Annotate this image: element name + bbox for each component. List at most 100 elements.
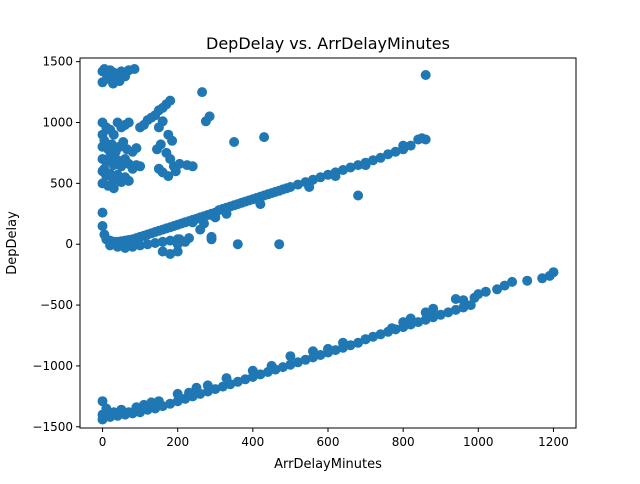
data-point <box>360 160 371 171</box>
data-point <box>232 239 243 250</box>
data-point <box>274 239 285 250</box>
data-point <box>106 149 117 160</box>
data-point <box>97 409 108 420</box>
data-point <box>420 307 431 318</box>
x-axis-ticks: 0 200 400 600 800 1000 1200 <box>99 428 569 449</box>
data-point <box>172 396 183 407</box>
data-point <box>163 171 174 182</box>
data-point <box>259 132 270 143</box>
data-point <box>120 242 131 253</box>
data-point <box>152 144 162 155</box>
data-point <box>97 207 108 218</box>
data-point <box>123 175 134 186</box>
data-point <box>127 241 138 252</box>
data-point <box>99 163 110 174</box>
data-point <box>428 303 439 314</box>
data-point <box>129 64 140 74</box>
data-point <box>153 163 164 174</box>
data-point <box>266 360 277 371</box>
data-point <box>170 166 181 177</box>
data-point <box>428 312 439 323</box>
y-tick-label: 1500 <box>42 55 73 69</box>
data-point <box>323 169 333 180</box>
data-point <box>135 240 146 251</box>
data-point <box>507 276 518 287</box>
data-point <box>217 381 228 392</box>
data-point <box>353 160 364 171</box>
x-tick-label: 400 <box>241 435 264 449</box>
data-point <box>191 382 202 393</box>
data-point <box>184 233 194 244</box>
data-point <box>300 354 311 365</box>
data-points <box>97 64 559 425</box>
data-point <box>450 304 461 315</box>
data-point <box>165 249 176 259</box>
data-point <box>97 221 108 231</box>
data-point <box>353 190 364 201</box>
data-point <box>413 317 424 328</box>
data-point <box>473 289 484 300</box>
data-point <box>292 357 303 368</box>
data-point <box>255 199 266 210</box>
data-point <box>308 346 318 357</box>
data-point <box>435 309 446 320</box>
data-point <box>304 182 315 192</box>
data-point <box>405 313 416 324</box>
data-point <box>480 286 491 297</box>
data-point <box>537 273 548 284</box>
data-point <box>330 345 341 356</box>
data-point <box>153 396 164 407</box>
data-point <box>285 351 296 362</box>
data-point <box>360 334 371 345</box>
data-point <box>210 212 221 223</box>
y-tick-label: −500 <box>40 298 73 312</box>
data-point <box>195 224 206 235</box>
y-axis-ticks: −1500 −1000 −500 0 500 1000 1500 <box>32 55 80 434</box>
x-tick-label: 800 <box>392 435 415 449</box>
data-point <box>131 143 142 154</box>
data-point <box>450 294 461 304</box>
data-point <box>172 388 183 399</box>
data-point <box>255 369 266 380</box>
data-point <box>499 280 510 291</box>
data-point <box>146 397 157 408</box>
data-point <box>221 373 232 384</box>
data-point <box>420 134 431 145</box>
data-point <box>187 217 198 228</box>
data-point <box>131 402 142 413</box>
data-point <box>458 302 469 313</box>
data-point <box>99 135 110 146</box>
data-point <box>492 284 503 295</box>
data-point <box>345 162 356 173</box>
data-point <box>323 343 333 354</box>
y-tick-label: −1000 <box>32 359 73 373</box>
chart-title: DepDelay vs. ArrDelayMinutes <box>206 34 450 53</box>
data-point <box>142 239 153 250</box>
y-tick-label: 1000 <box>42 116 73 130</box>
x-tick-label: 1000 <box>463 435 494 449</box>
data-point <box>443 307 454 318</box>
data-point <box>108 129 119 140</box>
data-point <box>522 275 533 286</box>
data-point <box>187 161 198 172</box>
data-point <box>345 340 356 351</box>
y-tick-label: 0 <box>65 237 73 251</box>
data-point <box>157 116 168 127</box>
data-point <box>206 231 217 242</box>
data-point <box>386 323 397 334</box>
x-axis-label: ArrDelayMinutes <box>274 457 382 472</box>
data-point <box>167 135 178 146</box>
data-point <box>202 380 213 391</box>
data-point <box>405 140 416 151</box>
data-point <box>398 140 409 151</box>
data-point <box>353 337 364 348</box>
data-point <box>108 183 119 194</box>
data-point <box>548 267 559 278</box>
data-point <box>285 182 296 192</box>
data-point <box>165 235 176 246</box>
y-tick-label: 500 <box>50 176 73 190</box>
y-axis-label: DepDelay <box>5 211 20 275</box>
data-point <box>420 70 431 80</box>
